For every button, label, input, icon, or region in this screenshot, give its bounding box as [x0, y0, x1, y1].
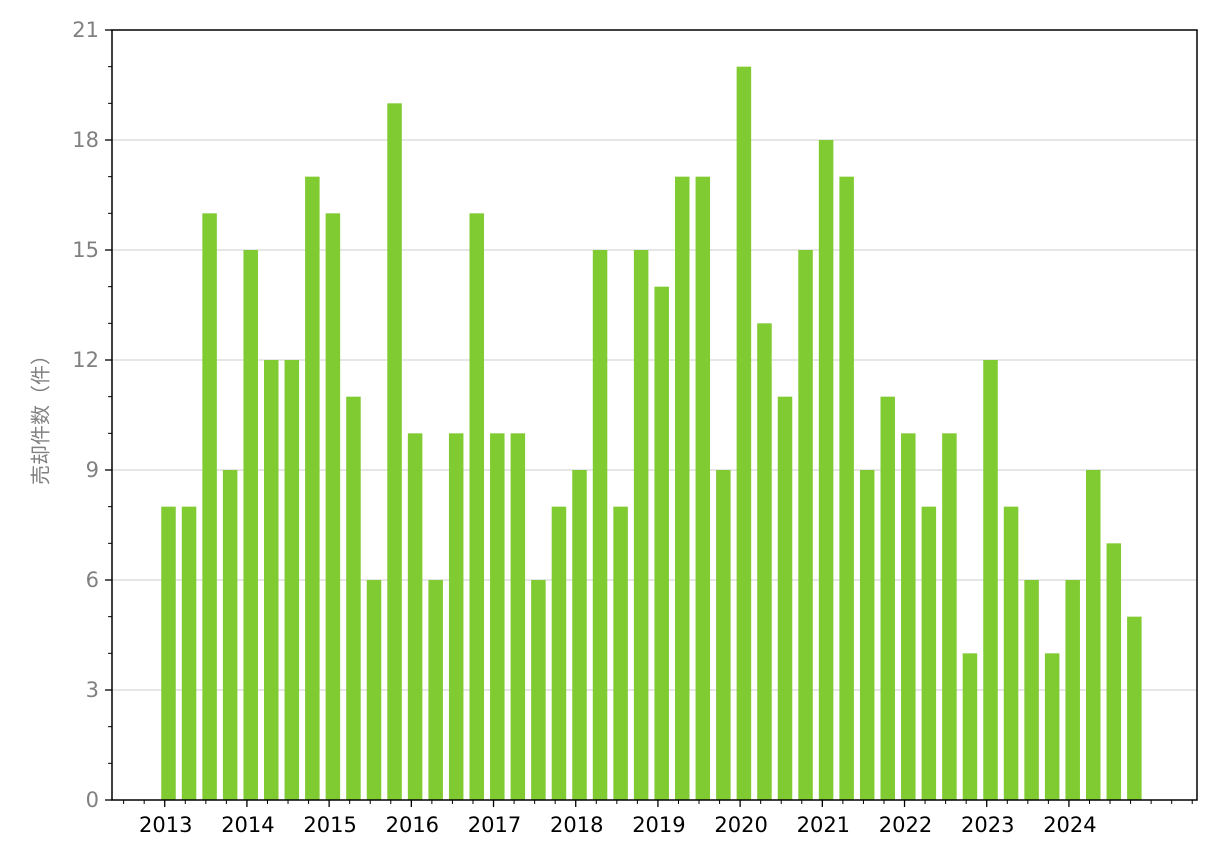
x-tick-label: 2017 [468, 813, 521, 837]
x-tick-label: 2022 [879, 813, 932, 837]
bar [202, 213, 217, 800]
bar [1086, 470, 1101, 800]
bars [161, 66, 1142, 801]
bar [469, 213, 484, 800]
bar [161, 506, 176, 800]
bar [551, 506, 567, 800]
bar [305, 176, 320, 801]
bar [222, 470, 238, 800]
y-tick-label: 18 [72, 128, 99, 152]
bar [613, 506, 628, 800]
bar [1065, 580, 1080, 800]
x-tick-label: 2013 [139, 813, 192, 837]
bar [921, 506, 937, 800]
x-tick-label: 2016 [386, 813, 439, 837]
bar [839, 176, 854, 801]
bar [572, 470, 587, 800]
bar [942, 433, 957, 800]
bar [716, 470, 731, 800]
x-axis: 2013 2014 2015 2016 2017 2018 2019 2020 2021 2022… [123, 800, 1193, 837]
bar [366, 580, 382, 800]
x-tick-label: 2015 [303, 813, 356, 837]
bar [633, 250, 649, 800]
bar [243, 250, 258, 800]
bar [1106, 543, 1122, 800]
x-tick-label: 2023 [961, 813, 1014, 837]
x-tick-label: 2020 [714, 813, 767, 837]
y-tick-label: 6 [86, 568, 99, 592]
y-tick-label: 3 [86, 678, 99, 702]
y-tick-label: 12 [72, 348, 99, 372]
bar [880, 396, 895, 800]
bar [818, 140, 834, 800]
bar [757, 323, 772, 800]
bar [490, 433, 505, 800]
bar [448, 433, 464, 800]
bar [654, 286, 669, 800]
bar [1024, 580, 1039, 800]
bar [675, 176, 690, 801]
bar [798, 250, 813, 800]
y-tick-label: 9 [86, 458, 99, 482]
y-tick-label: 21 [72, 18, 99, 42]
bar [962, 653, 978, 800]
x-tick-label: 2019 [632, 813, 685, 837]
bar [695, 176, 711, 801]
bar [510, 433, 526, 800]
x-tick-label: 2018 [550, 813, 603, 837]
bar [346, 396, 361, 800]
y-axis: 0 3 6 9 12 15 18 21 [72, 18, 112, 812]
bar [264, 360, 279, 800]
bar [407, 433, 423, 800]
y-tick-label: 0 [86, 788, 99, 812]
bar [1127, 616, 1142, 800]
bar [983, 360, 998, 800]
bar [387, 103, 402, 800]
y-axis-label: 売却件数（件） [29, 345, 53, 485]
bar [1044, 653, 1060, 800]
bar [284, 360, 300, 800]
bar [736, 66, 752, 801]
x-tick-label: 2024 [1043, 813, 1096, 837]
plot-frame [111, 29, 1198, 801]
y-tick-label: 15 [72, 238, 99, 262]
bar [859, 470, 875, 800]
bar [531, 580, 546, 800]
bar [592, 250, 608, 800]
bar [325, 213, 341, 800]
bar [1003, 506, 1019, 800]
x-tick-label: 2021 [797, 813, 850, 837]
bar [777, 396, 793, 800]
bar [181, 506, 197, 800]
x-tick-label: 2014 [221, 813, 274, 837]
bar [428, 580, 443, 800]
bar [901, 433, 916, 800]
